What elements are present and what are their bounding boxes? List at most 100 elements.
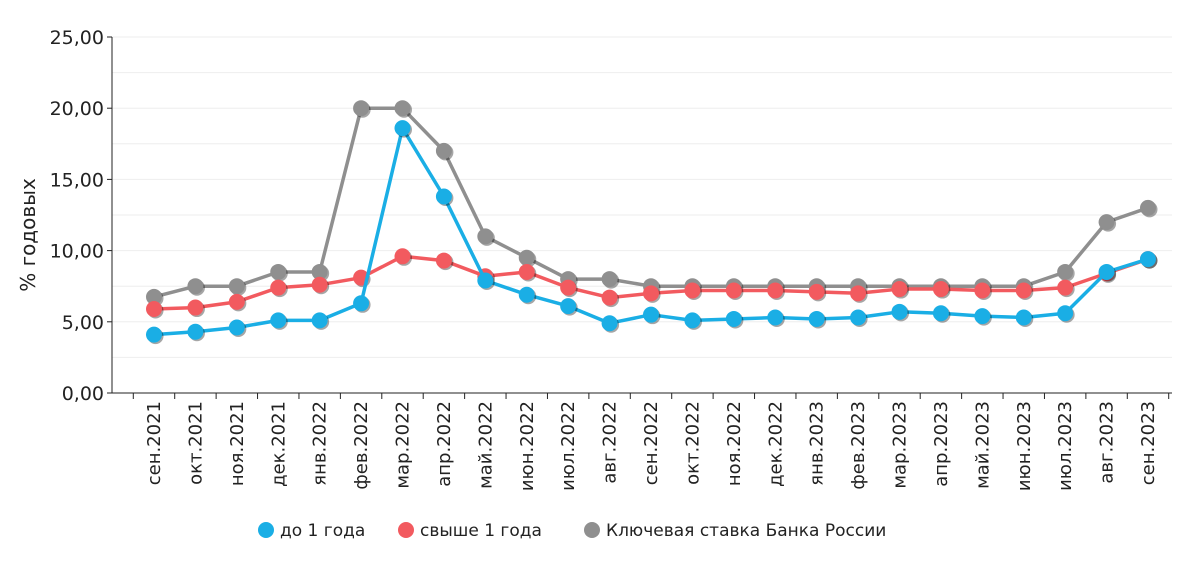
x-tick-label: июл.2023	[1055, 401, 1076, 491]
x-tick-label: окт.2022	[682, 401, 703, 485]
data-point[interactable]	[270, 263, 287, 280]
data-point[interactable]	[1140, 251, 1156, 268]
data-point[interactable]	[932, 305, 949, 322]
legend: до 1 года свыше 1 года Ключевая ставка Б…	[258, 521, 886, 541]
x-tick-labels: сен.2021 окт.2021 ноя.2021 дек.2021 янв.2022…	[144, 401, 1159, 491]
data-point[interactable]	[1057, 263, 1074, 280]
y-tick-label: 5,00	[62, 312, 104, 334]
legend-label-key-rate[interactable]: Ключевая ставка Банка России	[606, 521, 886, 541]
data-point[interactable]	[1057, 279, 1074, 296]
data-point[interactable]	[684, 312, 701, 329]
legend-label-over-1-year[interactable]: свыше 1 года	[420, 521, 542, 541]
data-point[interactable]	[394, 100, 411, 117]
x-tick-label: янв.2023	[807, 401, 828, 486]
data-point[interactable]	[518, 263, 535, 280]
x-tick-label: сен.2023	[1138, 401, 1159, 485]
data-point[interactable]	[518, 286, 535, 303]
x-tick-label: июн.2023	[1014, 401, 1035, 491]
y-tick-label: 15,00	[50, 169, 104, 191]
y-tick-label: 10,00	[50, 241, 104, 263]
data-point[interactable]	[1015, 282, 1032, 299]
data-point[interactable]	[1098, 214, 1115, 231]
data-point[interactable]	[601, 271, 618, 288]
data-point[interactable]	[850, 285, 867, 302]
grid-lines	[112, 36, 1172, 358]
data-point[interactable]	[435, 188, 452, 205]
data-point[interactable]	[435, 142, 452, 159]
data-point[interactable]	[1057, 305, 1074, 322]
data-point[interactable]	[601, 315, 618, 332]
data-point[interactable]	[146, 288, 162, 305]
data-point[interactable]	[974, 282, 991, 299]
data-point[interactable]	[808, 283, 825, 300]
x-tick-label: ноя.2022	[724, 401, 745, 486]
x-tick-label: июл.2022	[558, 401, 579, 491]
data-point[interactable]	[477, 272, 494, 289]
data-point[interactable]	[767, 282, 784, 299]
series-2	[146, 100, 1158, 307]
data-point[interactable]	[311, 276, 328, 293]
x-tick-label: дек.2021	[268, 401, 289, 487]
legend-label-up-to-1-year[interactable]: до 1 года	[280, 521, 365, 541]
data-point[interactable]	[394, 248, 411, 265]
y-tick-label: 25,00	[50, 27, 104, 49]
x-tick-label: сен.2021	[144, 401, 165, 485]
data-point[interactable]	[187, 323, 204, 340]
data-point[interactable]	[146, 300, 162, 317]
x-tick-label: сен.2022	[641, 401, 662, 485]
data-point[interactable]	[643, 306, 659, 323]
data-point[interactable]	[1098, 263, 1115, 280]
data-point[interactable]	[435, 252, 452, 269]
data-point[interactable]	[187, 299, 204, 316]
data-point[interactable]	[850, 309, 867, 326]
series	[146, 100, 1158, 345]
x-tick-label: мар.2023	[890, 401, 911, 489]
data-point[interactable]	[353, 295, 370, 312]
data-point[interactable]	[477, 228, 494, 245]
data-point[interactable]	[228, 278, 245, 295]
legend-marker-over-1-year[interactable]	[398, 522, 414, 538]
data-point[interactable]	[891, 281, 908, 298]
x-tick-label: май.2022	[475, 401, 496, 489]
data-point[interactable]	[932, 281, 949, 298]
data-point[interactable]	[560, 279, 577, 296]
data-point[interactable]	[353, 100, 370, 117]
data-point[interactable]	[1140, 199, 1156, 216]
data-point[interactable]	[643, 285, 659, 302]
data-point[interactable]	[560, 298, 577, 315]
series-line	[153, 106, 1149, 299]
series-0	[146, 120, 1158, 345]
data-point[interactable]	[725, 310, 742, 327]
data-point[interactable]	[684, 282, 701, 299]
data-point[interactable]	[187, 278, 204, 295]
data-point[interactable]	[146, 326, 162, 343]
data-point[interactable]	[228, 293, 245, 310]
x-tick-label: мар.2022	[393, 401, 414, 489]
y-axis-label: % годовых	[16, 178, 40, 292]
x-tick-label: окт.2021	[185, 401, 206, 485]
data-point[interactable]	[767, 309, 784, 326]
x-tick-label: янв.2022	[310, 401, 331, 486]
x-tick-label: авг.2022	[600, 401, 621, 484]
x-tick-label: апр.2023	[931, 401, 952, 487]
data-point[interactable]	[808, 310, 825, 327]
data-point[interactable]	[394, 120, 411, 137]
axes	[107, 36, 1172, 399]
series-line	[153, 126, 1149, 337]
data-point[interactable]	[725, 282, 742, 299]
legend-marker-up-to-1-year[interactable]	[258, 522, 274, 538]
x-tick-label: дек.2022	[765, 401, 786, 487]
legend-marker-key-rate[interactable]	[584, 522, 600, 538]
data-point[interactable]	[974, 308, 991, 325]
data-point[interactable]	[311, 312, 328, 329]
y-tick-label: 20,00	[50, 98, 104, 120]
data-point[interactable]	[270, 312, 287, 329]
data-point[interactable]	[518, 249, 535, 266]
data-point[interactable]	[891, 303, 908, 320]
data-point[interactable]	[1015, 309, 1032, 326]
data-point[interactable]	[601, 289, 618, 306]
data-point[interactable]	[311, 263, 328, 280]
y-tick-label: 0,00	[62, 383, 104, 405]
data-point[interactable]	[228, 319, 245, 336]
data-point[interactable]	[270, 279, 287, 296]
